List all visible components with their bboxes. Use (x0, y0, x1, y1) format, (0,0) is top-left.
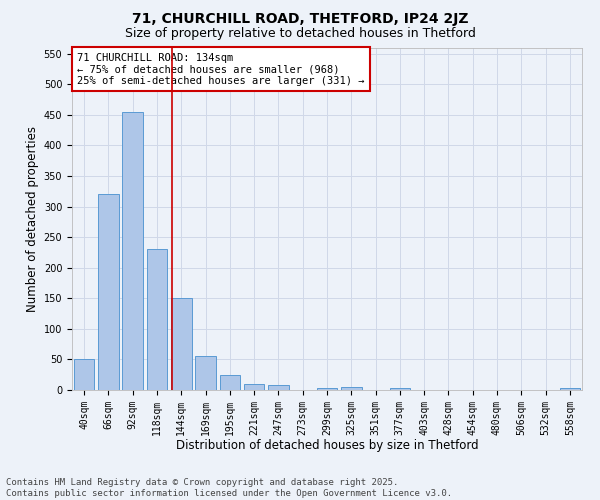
Bar (146, 250, 167, 390)
Text: Contains HM Land Registry data © Crown copyright and database right 2025.
Contai: Contains HM Land Registry data © Crown c… (6, 478, 452, 498)
Bar (244, 384, 265, 390)
Text: Size of property relative to detached houses in Thetford: Size of property relative to detached ho… (125, 28, 475, 40)
Bar (389, 388, 410, 390)
Bar (341, 387, 362, 390)
Bar (560, 388, 580, 390)
Bar (122, 112, 143, 390)
Y-axis label: Number of detached properties: Number of detached properties (26, 126, 40, 312)
Bar (220, 374, 240, 390)
Text: 71, CHURCHILL ROAD, THETFORD, IP24 2JZ: 71, CHURCHILL ROAD, THETFORD, IP24 2JZ (132, 12, 468, 26)
Bar (195, 356, 216, 390)
Bar (171, 298, 191, 390)
Text: 71 CHURCHILL ROAD: 134sqm
← 75% of detached houses are smaller (968)
25% of semi: 71 CHURCHILL ROAD: 134sqm ← 75% of detac… (77, 52, 365, 86)
Bar (74, 360, 94, 390)
Bar (98, 194, 119, 390)
Bar (268, 385, 289, 390)
Bar (317, 388, 337, 390)
X-axis label: Distribution of detached houses by size in Thetford: Distribution of detached houses by size … (176, 439, 478, 452)
